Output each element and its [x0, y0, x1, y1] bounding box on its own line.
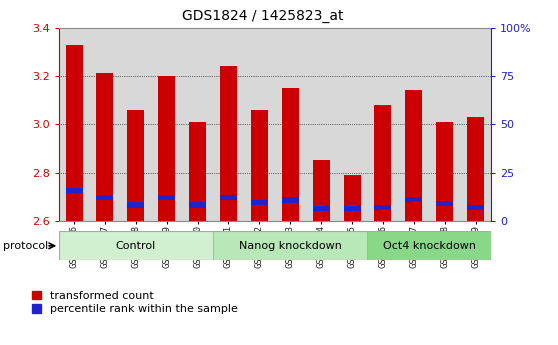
- Bar: [97, 195, 113, 200]
- Bar: [374, 105, 391, 221]
- Bar: [374, 205, 391, 210]
- Bar: [405, 90, 422, 221]
- Text: Control: Control: [116, 241, 156, 251]
- Bar: [127, 202, 145, 208]
- Bar: [275, 28, 306, 221]
- Bar: [97, 73, 113, 221]
- Bar: [312, 206, 330, 211]
- Bar: [89, 28, 121, 221]
- Text: GDS1824 / 1425823_at: GDS1824 / 1425823_at: [181, 9, 343, 23]
- Text: Oct4 knockdown: Oct4 knockdown: [383, 241, 476, 251]
- Bar: [467, 205, 484, 210]
- Bar: [344, 175, 360, 221]
- Bar: [429, 28, 460, 221]
- Bar: [220, 195, 237, 200]
- Legend: transformed count, percentile rank within the sample: transformed count, percentile rank withi…: [28, 286, 242, 319]
- FancyBboxPatch shape: [368, 231, 491, 260]
- Bar: [312, 160, 330, 221]
- Text: protocol: protocol: [3, 241, 48, 250]
- Bar: [244, 28, 275, 221]
- Bar: [436, 201, 453, 206]
- Text: Nanog knockdown: Nanog knockdown: [239, 241, 341, 251]
- Bar: [158, 76, 175, 221]
- Bar: [220, 66, 237, 221]
- Bar: [460, 28, 491, 221]
- Bar: [213, 28, 244, 221]
- Bar: [436, 122, 453, 221]
- FancyBboxPatch shape: [59, 231, 213, 260]
- Bar: [336, 28, 368, 221]
- Bar: [282, 88, 299, 221]
- Bar: [251, 110, 268, 221]
- Bar: [467, 117, 484, 221]
- Bar: [158, 195, 175, 200]
- Bar: [65, 188, 83, 193]
- Bar: [405, 197, 422, 202]
- Bar: [189, 202, 206, 208]
- Bar: [121, 28, 151, 221]
- Bar: [306, 28, 336, 221]
- Bar: [182, 28, 213, 221]
- Bar: [344, 206, 360, 211]
- Bar: [127, 110, 145, 221]
- Bar: [151, 28, 182, 221]
- Bar: [65, 45, 83, 221]
- Bar: [368, 28, 398, 221]
- Bar: [398, 28, 429, 221]
- Bar: [59, 28, 89, 221]
- Bar: [251, 200, 268, 205]
- Bar: [189, 122, 206, 221]
- Bar: [282, 197, 299, 203]
- FancyBboxPatch shape: [213, 231, 368, 260]
